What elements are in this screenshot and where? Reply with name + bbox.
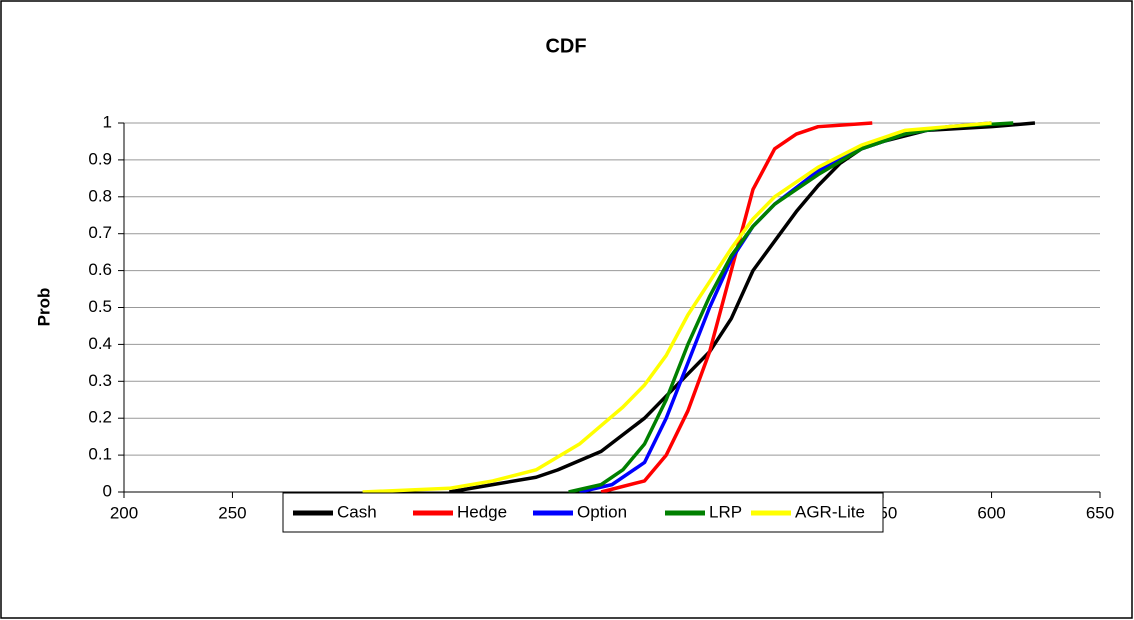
x-tick-label: 650	[1086, 503, 1114, 522]
x-tick-label: 200	[110, 503, 138, 522]
legend-label: LRP	[709, 502, 742, 521]
y-tick-label: 0.1	[88, 445, 112, 464]
y-tick-label: 0.2	[88, 408, 112, 427]
y-tick-label: 0	[103, 481, 112, 500]
cdf-line	[362, 121, 992, 494]
y-tick-label: 0.3	[88, 371, 112, 390]
y-tick-label: 0.9	[88, 149, 112, 168]
cdf-line	[568, 121, 1014, 494]
y-tick-label: 0.4	[88, 334, 112, 353]
legend-label: Option	[577, 502, 627, 521]
x-tick-label: 600	[977, 503, 1005, 522]
y-tick-label: 0.5	[88, 297, 112, 316]
legend-label: Cash	[337, 502, 377, 521]
legend-label: Hedge	[457, 502, 507, 521]
cdf-line	[600, 121, 873, 494]
y-tick-label: 1	[103, 112, 112, 131]
chart-title: CDF	[545, 35, 586, 57]
legend-label: AGR-Lite	[795, 502, 865, 521]
y-axis-label: Prob	[34, 288, 53, 327]
y-tick-label: 0.8	[88, 186, 112, 205]
y-tick-label: 0.7	[88, 223, 112, 242]
y-tick-label: 0.6	[88, 260, 112, 279]
x-tick-label: 250	[218, 503, 246, 522]
